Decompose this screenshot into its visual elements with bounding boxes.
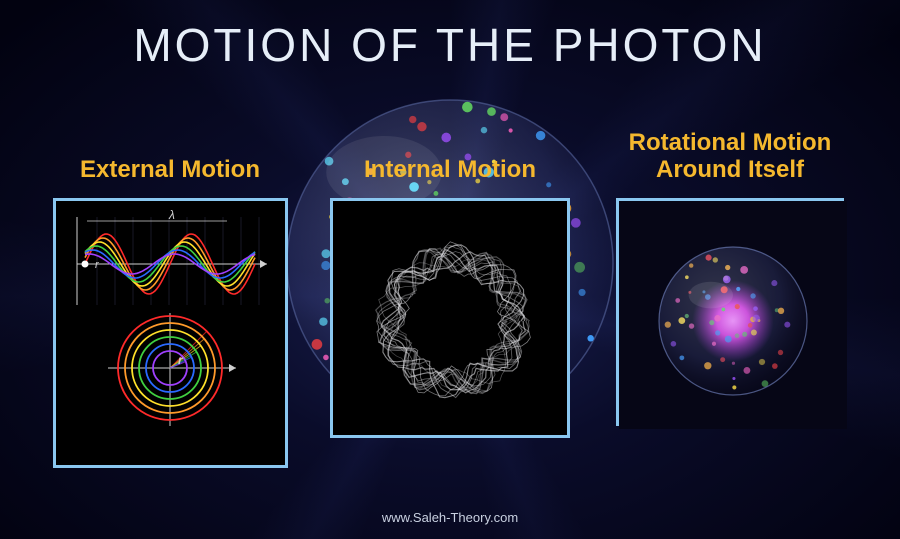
external-rings-chart: r [65, 313, 275, 433]
panel-external: External Motion λr r [35, 128, 305, 468]
svg-text:r: r [95, 259, 100, 271]
panels-row: External Motion λr r Internal Motion Rot… [0, 128, 900, 468]
svg-text:λ: λ [168, 209, 175, 222]
panel-box-external: λr r [53, 198, 288, 468]
panel-internal: Internal Motion [315, 128, 585, 438]
internal-ring-graphic [333, 201, 573, 441]
panel-box-internal [330, 198, 570, 438]
footer-url: www.Saleh-Theory.com [0, 510, 900, 525]
panel-label-external: External Motion [80, 128, 260, 184]
page-title: MOTION OF THE PHOTON [0, 18, 900, 72]
panel-box-rotational [616, 198, 844, 426]
panel-label-rotational: Rotational MotionAround Itself [629, 128, 832, 184]
panel-rotational: Rotational MotionAround Itself [595, 128, 865, 426]
external-wave-chart: λr [65, 209, 275, 309]
panel-label-internal: Internal Motion [364, 128, 536, 184]
rotational-sphere-graphic [619, 201, 847, 429]
